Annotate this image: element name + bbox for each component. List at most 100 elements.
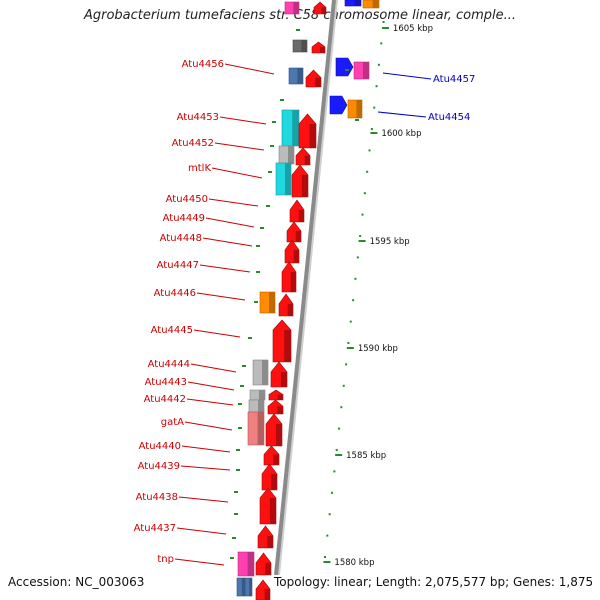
gene-feature[interactable] (291, 164, 309, 198)
gene-label-left[interactable]: Atu4442 (144, 394, 234, 406)
gene-label-right[interactable]: Atu4457 (382, 72, 475, 85)
gene-arrow-shade (277, 406, 283, 414)
gene-features (236, 0, 380, 600)
gene-box-shade (297, 68, 303, 84)
gene-feature[interactable] (247, 411, 265, 446)
gene-box-shade (363, 62, 369, 79)
gene-box-shade (292, 110, 299, 146)
gene-feature[interactable] (249, 389, 266, 401)
gene-arrow-shade (264, 589, 270, 600)
gene-feature[interactable] (353, 61, 370, 80)
gene-label-left[interactable]: Atu4453 (177, 112, 267, 125)
gene-feature[interactable] (284, 239, 300, 264)
gene-leader-line (190, 363, 237, 373)
gene-feature[interactable] (268, 389, 284, 401)
gene-label-left[interactable]: Atu4439 (138, 461, 231, 472)
gene-feature[interactable] (255, 579, 271, 600)
gene-feature[interactable] (272, 319, 292, 363)
gene-feature[interactable] (278, 145, 295, 165)
gene-label-left[interactable]: Atu4452 (172, 138, 265, 151)
gene-label-left[interactable]: Atu4448 (160, 233, 253, 247)
gene-leader-line (178, 496, 229, 503)
gene-leader-line (180, 465, 231, 471)
gene-feature[interactable] (289, 199, 305, 223)
gene-feature[interactable] (288, 67, 304, 85)
gene-feature[interactable] (344, 0, 362, 7)
gene-feature[interactable] (313, 1, 327, 15)
gene-label-left[interactable]: Atu4444 (148, 359, 237, 373)
gene-feature[interactable] (329, 95, 348, 115)
gene-arrow-shade (277, 394, 283, 400)
gene-label-left[interactable]: gatA (161, 417, 233, 431)
gene-label-text: tnp (157, 554, 174, 565)
gene-feature[interactable] (252, 359, 269, 386)
gene-label-left[interactable]: Atu4438 (136, 492, 229, 503)
gene-feature[interactable] (335, 57, 354, 77)
gene-label-left[interactable]: Atu4447 (157, 260, 251, 273)
gene-label-text: Atu4440 (139, 441, 181, 452)
gene-feature[interactable] (311, 41, 326, 54)
gene-feature[interactable] (298, 113, 317, 149)
gene-leader-line (199, 264, 251, 273)
gene-arrow-shade (267, 535, 273, 548)
gene-label-left[interactable]: Atu4443 (145, 377, 235, 391)
gene-label-left[interactable]: mtlK (188, 163, 263, 179)
gene-feature[interactable] (237, 551, 255, 577)
gene-feature[interactable] (261, 463, 278, 491)
scale-tick-label: 1580 kbp (334, 558, 374, 568)
gene-arrow-shade (320, 46, 325, 53)
gene-feature[interactable] (267, 399, 284, 415)
gene-feature[interactable] (347, 99, 363, 119)
gene-label-left[interactable]: Atu4446 (154, 288, 246, 301)
gene-label-text: Atu4457 (433, 74, 475, 85)
gene-feature[interactable] (259, 487, 277, 525)
gene-label-left[interactable]: Atu4437 (134, 523, 227, 535)
gene-feature[interactable] (278, 293, 294, 317)
gene-label-right[interactable]: Atu4454 (377, 111, 470, 123)
gene-feature[interactable] (286, 221, 302, 243)
gene-box-shade (288, 146, 294, 164)
gene-label-left[interactable]: Atu4450 (166, 194, 259, 207)
gene-label-text: Atu4450 (166, 194, 208, 205)
gene-leader-line (202, 237, 253, 247)
gene-label-left[interactable]: Atu4440 (139, 441, 231, 453)
gene-feature[interactable] (270, 361, 288, 388)
gene-box-shade (247, 552, 254, 576)
gene-feature[interactable] (265, 413, 283, 447)
gene-box-shade (258, 400, 264, 412)
gene-feature[interactable] (255, 552, 272, 576)
gene-label-left[interactable]: Atu4456 (182, 59, 275, 75)
gene-leader-line (377, 111, 427, 118)
gene-arrow-shade (275, 424, 282, 446)
gene-feature[interactable] (292, 39, 308, 53)
gene-feature[interactable] (248, 399, 265, 413)
gene-feature[interactable] (362, 0, 380, 9)
gene-feature[interactable] (295, 147, 311, 166)
gene-feature[interactable] (244, 577, 253, 597)
gene-box-shade (354, 0, 361, 6)
gene-feature[interactable] (236, 577, 246, 597)
backbone-line (274, 0, 336, 576)
map-title: Agrobacterium tumefaciens str. C58 chrom… (83, 8, 517, 23)
gene-feature[interactable] (275, 162, 292, 196)
gene-leader-line (187, 381, 235, 391)
gene-box-shade (262, 360, 268, 385)
gene-feature[interactable] (257, 525, 274, 549)
gene-box-shade (293, 2, 299, 14)
scale-tick-label: 1600 kbp (381, 129, 421, 139)
gene-feature[interactable] (259, 291, 276, 314)
topology-label: Topology: linear; Length: 2,075,577 bp; … (272, 575, 594, 589)
gene-leader-line (174, 558, 225, 566)
gene-label-left[interactable]: tnp (157, 554, 225, 566)
gene-feature[interactable] (284, 1, 300, 15)
gene-label-left[interactable]: Atu4445 (151, 325, 241, 338)
gene-arrow-shade (295, 231, 301, 242)
gene-leader-line (181, 445, 231, 453)
gene-feature[interactable] (281, 109, 300, 147)
gene-feature[interactable] (281, 261, 297, 293)
gene-box-shade (269, 292, 275, 313)
gene-label-left[interactable]: Atu4449 (163, 213, 255, 228)
gene-feature[interactable] (263, 445, 280, 466)
gene-feature[interactable] (305, 69, 322, 88)
